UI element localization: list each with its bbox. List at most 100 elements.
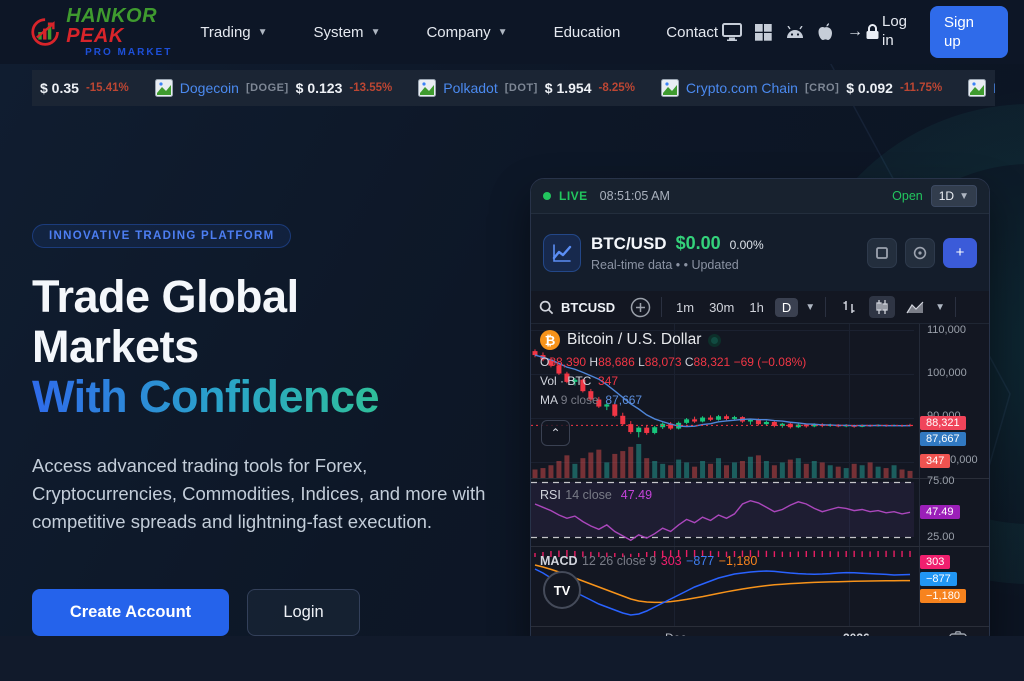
candlestick-type-icon[interactable]: [869, 296, 896, 318]
interval-1h[interactable]: 1h: [749, 299, 764, 315]
main-nav: Trading ▼ System ▼ Company ▼ Education Cont…: [200, 24, 718, 41]
brand-name: HANKOR PEAK: [66, 5, 158, 47]
android-icon[interactable]: [785, 25, 805, 39]
coin-name[interactable]: Matic Network: [993, 80, 995, 96]
chevron-down-icon: ▼: [257, 26, 268, 38]
coin-change: -8.25%: [598, 82, 635, 94]
clock-time: 08:51:05 AM: [599, 189, 670, 203]
ticker-item[interactable]: Crypto.com Chain [CRO] $ 0.092 -11.75%: [660, 79, 943, 97]
interval-1m[interactable]: 1m: [676, 299, 695, 315]
ticker-item[interactable]: Polkadot [DOT] $ 1.954 -8.25%: [418, 79, 635, 97]
nav-item-contact[interactable]: Contact: [666, 23, 718, 41]
chevron-down-icon[interactable]: ▼: [935, 301, 946, 313]
axis-tick: 25.00: [927, 531, 955, 543]
rsi-scale[interactable]: 75.00 47.49 25.00: [919, 475, 989, 546]
nav-item-education[interactable]: Education: [553, 23, 621, 41]
trading-chart-card: LIVE 08:51:05 AM Open 1D ▼ BTC/USD: [530, 178, 990, 648]
coin-code: [DOGE]: [245, 82, 289, 94]
hero-title: Trade Global Markets With Confidence: [32, 271, 380, 422]
nav-item-system[interactable]: System ▼: [313, 23, 381, 41]
rsi-pane[interactable]: RSI 14 close 47.49 75.00 47.49 25.00: [531, 475, 989, 547]
coin-code: [DOT]: [504, 82, 538, 94]
rsi-value-badge: 47.49: [920, 505, 960, 519]
windows-icon[interactable]: [755, 23, 772, 41]
coin-name[interactable]: Polkadot: [443, 80, 498, 96]
apple-icon[interactable]: [818, 23, 833, 41]
broken-image-icon: [660, 79, 679, 97]
coin-change: -11.75%: [899, 82, 943, 94]
ma-value-badge: 87,667: [920, 432, 966, 446]
login-label: Log in: [882, 13, 908, 49]
hero-badge: INNOVATIVE TRADING PLATFORM: [32, 224, 292, 248]
volume-legend: Vol · BTC 347: [540, 374, 619, 388]
interval-1d[interactable]: D: [774, 297, 799, 317]
broken-image-icon: [968, 79, 987, 97]
pane-collapse-button[interactable]: ⌃: [541, 420, 570, 446]
macd-signal-badge: −1,180: [920, 589, 966, 603]
volume-value-badge: 347: [920, 454, 951, 468]
ma-legend: MA 9 close 87,667: [540, 393, 643, 407]
top-navbar: HANKOR PEAK PRO MARKET Trading ▼ System ▼ …: [0, 0, 1024, 64]
compare-add-icon[interactable]: [630, 297, 651, 318]
symbol-name: BTC/USD: [591, 234, 667, 253]
ticker-item[interactable]: Matic Network: [968, 79, 995, 97]
broken-image-icon: [154, 79, 173, 97]
coin-name[interactable]: Dogecoin: [179, 80, 239, 96]
macd-pane[interactable]: MACD 12 26 close 9 303 −877 −1,180 TV 30…: [531, 546, 989, 627]
bar-chart-type-icon[interactable]: [836, 296, 862, 318]
fullscreen-button[interactable]: [867, 237, 897, 268]
chevron-down-icon: ▼: [959, 190, 969, 202]
crypto-ticker-bar[interactable]: $ 0.35 -15.41% Dogecoin [DOGE] $ 0.123 -13.55…: [32, 70, 995, 106]
lock-icon: [866, 24, 879, 39]
axis-tick: 75.00: [927, 475, 955, 487]
interval-30m[interactable]: 30m: [709, 299, 735, 315]
price-scale[interactable]: 110,000 100,000 90,000 80,000 88,321 87,…: [919, 324, 989, 478]
signup-button[interactable]: Sign up: [930, 6, 1008, 58]
area-chart-type-icon[interactable]: [902, 296, 928, 318]
symbol-price: $0.00: [675, 233, 721, 253]
chevron-down-icon: ▼: [497, 26, 508, 38]
hero-section: INNOVATIVE TRADING PLATFORM Trade Global…: [0, 64, 1024, 648]
chart-status-bar: LIVE 08:51:05 AM Open 1D ▼: [531, 179, 989, 214]
axis-tick: 110,000: [927, 324, 966, 336]
login-link[interactable]: → Log in: [847, 13, 916, 51]
broken-image-icon: [418, 79, 437, 97]
hero-description: Access advanced trading tools for Forex,…: [32, 455, 486, 533]
coin-change: -13.55%: [349, 82, 393, 94]
ohlc-legend: O88,390 H88,686 L88,073 C88,321 −69 (−0.…: [540, 355, 807, 369]
create-account-button[interactable]: Create Account: [32, 589, 229, 636]
live-dot: [543, 192, 551, 200]
pair-title: ₿ Bitcoin / U.S. Dollar: [540, 330, 806, 350]
macd-legend: MACD 12 26 close 9 303 −877 −1,180: [540, 554, 758, 568]
symbol-search-input[interactable]: BTCUSD: [561, 299, 616, 315]
ticker-item[interactable]: Dogecoin [DOGE] $ 0.123 -13.55%: [154, 79, 393, 97]
status-dot: [708, 333, 722, 347]
coin-change: -15.41%: [85, 82, 129, 94]
login-button[interactable]: Login: [247, 589, 360, 636]
coin-price: $ 0.35: [40, 80, 79, 96]
search-icon[interactable]: [539, 300, 554, 315]
symbol-header: BTC/USD $0.00 0.00% Real-time data • • U…: [531, 214, 989, 291]
chevron-down-icon[interactable]: ▼: [805, 301, 816, 313]
macd-line-badge: −877: [920, 572, 957, 586]
symbol-subtitle: Real-time data • • Updated: [591, 258, 739, 272]
brand-logo[interactable]: HANKOR PEAK PRO MARKET: [30, 6, 172, 58]
nav-item-trading[interactable]: Trading ▼: [200, 23, 268, 41]
price-pane[interactable]: ₿ Bitcoin / U.S. Dollar O88,390 H88,686 …: [531, 324, 989, 478]
rsi-legend: RSI 14 close 47.49: [540, 488, 653, 502]
axis-tick: 100,000: [927, 367, 967, 379]
macd-scale[interactable]: 303 −877 −1,180: [919, 547, 989, 626]
coin-code: [CRO]: [804, 82, 840, 94]
coin-name[interactable]: Crypto.com Chain: [685, 80, 798, 96]
tradingview-logo[interactable]: TV: [543, 571, 581, 609]
monitor-icon[interactable]: [722, 23, 742, 41]
add-button[interactable]: +: [943, 237, 977, 268]
symbol-change: 0.00%: [729, 238, 764, 252]
live-label: LIVE: [559, 189, 588, 203]
timeframe-select[interactable]: 1D ▼: [930, 185, 977, 207]
axis-tick: 80,000: [944, 454, 978, 466]
target-button[interactable]: [905, 237, 935, 268]
nav-item-company[interactable]: Company ▼: [426, 23, 508, 41]
ticker-item[interactable]: $ 0.35 -15.41%: [40, 80, 129, 96]
